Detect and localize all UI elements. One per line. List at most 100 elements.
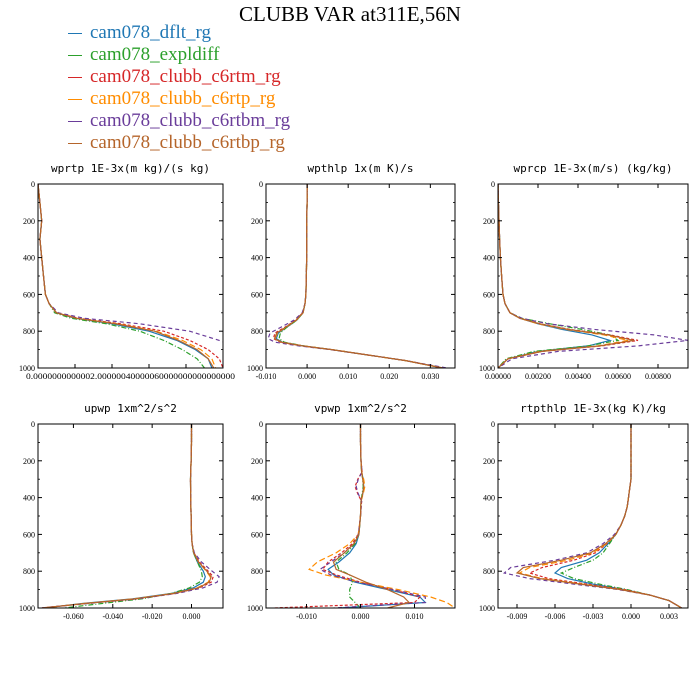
panel-title: wpthlp 1x(m K)/s [308, 162, 414, 175]
series-line [273, 184, 443, 368]
series-line [498, 184, 620, 368]
series-line [515, 424, 683, 608]
y-tick-label: 800 [483, 327, 495, 336]
series-line [272, 184, 443, 368]
series-line [39, 424, 220, 608]
x-tick-label: 0.00800 [645, 372, 671, 381]
panel-title: vpwp 1xm^2/s^2 [314, 402, 407, 415]
x-tick-label: -0.010 [256, 372, 277, 381]
series-line [553, 424, 683, 608]
legend-swatch [68, 99, 82, 100]
x-tick-label: 0.030 [421, 372, 439, 381]
series-line [327, 424, 427, 608]
y-tick-label: 400 [23, 254, 35, 263]
y-tick-label: 800 [251, 567, 263, 576]
x-tick-label: 0.0000000000002.000000400000600000000000… [26, 372, 235, 381]
x-tick-label: 0.00200 [525, 372, 551, 381]
y-tick-label: 200 [483, 217, 495, 226]
x-tick-label: -0.020 [142, 612, 163, 621]
series-line [335, 424, 364, 608]
y-tick-label: 1000 [247, 364, 263, 373]
y-tick-label: 0 [31, 180, 35, 189]
y-tick-label: 1000 [479, 364, 495, 373]
plot-frame [37, 183, 224, 369]
plot-frame [497, 183, 689, 369]
series-line [498, 184, 613, 368]
x-tick-label: 0.00600 [605, 372, 631, 381]
series-line [498, 184, 635, 368]
series-line [38, 184, 205, 368]
legend-swatch [68, 33, 82, 34]
legend-label: cam078_clubb_c6rtp_rg [90, 88, 276, 109]
x-tick-label: 0.00400 [565, 372, 591, 381]
legend-label: cam078_clubb_c6rtbm_rg [90, 110, 291, 131]
x-tick-label: 0.010 [406, 612, 424, 621]
series-line [41, 424, 214, 608]
series-line [38, 184, 223, 343]
y-tick-label: 200 [251, 457, 263, 466]
series-line [38, 184, 223, 368]
series-line [318, 424, 426, 608]
series-line [278, 184, 443, 368]
series-line [502, 424, 683, 608]
y-tick-label: 600 [251, 530, 263, 539]
series-line [274, 424, 422, 608]
legend-swatch [68, 77, 82, 78]
y-tick-label: 0 [259, 420, 263, 429]
x-tick-label: -0.006 [545, 612, 566, 621]
legend-label: cam078_clubb_c6rtbp_rg [90, 132, 285, 153]
series-line [38, 184, 213, 368]
legend-label: cam078_clubb_c6rtm_rg [90, 66, 281, 87]
y-tick-label: 1000 [19, 364, 35, 373]
series-line [38, 184, 215, 368]
x-tick-label: 0.000 [298, 372, 316, 381]
series-line [275, 184, 443, 368]
x-tick-label: -0.009 [507, 612, 528, 621]
y-tick-label: 0 [259, 180, 263, 189]
x-tick-label: -0.060 [63, 612, 84, 621]
plot-frame [265, 183, 456, 369]
legend-label: cam078_dflt_rg [90, 22, 212, 43]
y-tick-label: 600 [23, 290, 35, 299]
legend-swatch [68, 143, 82, 144]
plot-frame [37, 423, 224, 609]
series-line [308, 424, 455, 608]
x-tick-label: 0.00000 [485, 372, 511, 381]
y-tick-label: 400 [23, 494, 35, 503]
y-tick-label: 600 [483, 530, 495, 539]
series-line [267, 184, 447, 368]
y-tick-label: 800 [23, 327, 35, 336]
y-tick-label: 200 [483, 457, 495, 466]
legend-swatch [68, 55, 82, 56]
x-tick-label: 0.010 [339, 372, 357, 381]
y-tick-label: 400 [483, 494, 495, 503]
y-tick-label: 1000 [479, 604, 495, 613]
series-line [559, 424, 683, 608]
legend-label: cam078_expldiff [90, 44, 220, 65]
y-tick-label: 400 [251, 494, 263, 503]
y-tick-label: 200 [23, 457, 35, 466]
y-tick-label: 800 [23, 567, 35, 576]
y-tick-label: 0 [491, 420, 495, 429]
y-tick-label: 1000 [19, 604, 35, 613]
y-tick-label: 0 [491, 180, 495, 189]
x-tick-label: -0.003 [583, 612, 604, 621]
series-line [43, 424, 206, 608]
x-tick-label: 0.000 [622, 612, 640, 621]
x-tick-label: -0.040 [102, 612, 123, 621]
y-tick-label: 800 [251, 327, 263, 336]
series-line [332, 424, 411, 608]
y-tick-label: 200 [251, 217, 263, 226]
x-tick-label: 0.000 [352, 612, 370, 621]
y-tick-label: 400 [251, 254, 263, 263]
y-tick-label: 400 [483, 254, 495, 263]
panel-title: wprtp 1E-3x(m kg)/(s kg) [51, 162, 210, 175]
y-tick-label: 800 [483, 567, 495, 576]
x-tick-label: 0.003 [660, 612, 678, 621]
series-line [42, 424, 211, 608]
plot-frame [497, 423, 689, 609]
series-line [498, 184, 688, 368]
y-tick-label: 1000 [247, 604, 263, 613]
series-line [274, 184, 443, 368]
